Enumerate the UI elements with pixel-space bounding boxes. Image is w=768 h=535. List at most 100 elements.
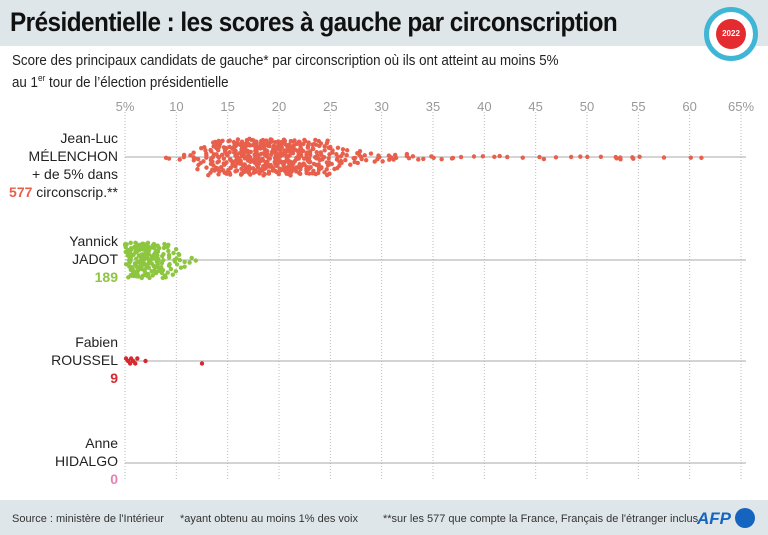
data-point	[322, 144, 327, 149]
data-point	[150, 273, 155, 278]
data-point	[168, 266, 174, 272]
data-point	[363, 158, 369, 163]
data-point	[541, 156, 547, 162]
data-point	[134, 241, 139, 246]
data-point	[326, 156, 331, 161]
data-point	[410, 154, 416, 159]
data-point	[537, 154, 542, 160]
data-point	[289, 169, 294, 175]
subtitle-text: tour de l’élection présidentielle	[45, 74, 229, 91]
label-hidalgo: Anne HIDALGO 0	[55, 434, 118, 488]
data-point	[313, 171, 318, 177]
data-point	[292, 138, 297, 143]
data-point	[227, 144, 232, 150]
candidate-last-name: JADOT	[72, 251, 118, 267]
data-point	[151, 241, 157, 247]
data-point	[380, 159, 385, 164]
candidate-unit: circonscrip.**	[32, 184, 118, 200]
data-point	[421, 156, 426, 162]
data-point	[492, 154, 497, 160]
footnote-1: *ayant obtenu au moins 1% des voix	[180, 513, 358, 525]
data-point	[339, 160, 344, 165]
data-point	[458, 154, 464, 160]
data-point	[301, 156, 307, 161]
data-point	[278, 168, 284, 173]
data-point	[329, 161, 334, 167]
data-point	[248, 159, 253, 165]
data-point	[298, 167, 303, 172]
data-point	[318, 150, 323, 155]
data-point	[161, 245, 167, 251]
data-point	[297, 139, 302, 145]
data-point	[189, 255, 194, 261]
data-point	[165, 270, 170, 275]
candidate-first-name: Jean-Luc	[60, 130, 118, 146]
subtitle-line2: au 1er tour de l’élection présidentielle	[12, 70, 559, 92]
data-point	[439, 156, 444, 162]
data-point	[160, 275, 165, 281]
tick-label: 55	[631, 99, 645, 114]
data-point	[174, 262, 180, 267]
afp-logo-dot	[735, 508, 755, 528]
data-point	[123, 262, 129, 267]
data-point	[231, 139, 237, 145]
subtitle-sup: er	[37, 73, 46, 83]
data-point	[182, 264, 187, 269]
data-point	[311, 141, 317, 147]
data-point	[298, 171, 303, 177]
data-point	[134, 256, 139, 261]
data-point	[271, 143, 277, 148]
data-point	[340, 147, 346, 152]
data-point	[166, 252, 172, 258]
data-point	[269, 137, 274, 142]
data-point	[497, 153, 502, 159]
data-point	[264, 138, 269, 143]
data-point	[196, 162, 201, 168]
data-point	[204, 165, 209, 170]
data-point	[211, 152, 217, 157]
data-point	[127, 259, 133, 264]
data-point	[287, 153, 292, 158]
data-point	[688, 155, 693, 160]
candidate-count: 189	[94, 269, 118, 285]
data-point	[247, 136, 252, 142]
candidate-last-name: HIDALGO	[54, 453, 118, 469]
data-point	[251, 170, 256, 175]
subtitle-line1: Score des principaux candidats de gauche…	[12, 53, 559, 69]
data-point	[520, 155, 525, 160]
data-point	[585, 154, 590, 160]
data-point	[318, 141, 324, 146]
data-point	[256, 161, 262, 167]
data-point	[153, 270, 159, 276]
data-point	[404, 151, 410, 157]
candidate-count-line: 577 circonscrip.**	[9, 183, 118, 201]
data-point	[306, 140, 311, 145]
data-point	[191, 150, 196, 155]
data-point	[351, 155, 356, 161]
data-point	[159, 270, 165, 276]
data-point	[173, 246, 179, 252]
data-point	[193, 258, 199, 263]
election-2022-badge: 2022	[704, 7, 758, 61]
data-point	[449, 156, 455, 161]
data-point	[325, 163, 331, 168]
data-point	[145, 240, 151, 245]
label-jadot: Yannick JADOT 189	[69, 232, 118, 286]
data-point	[134, 274, 139, 279]
data-point	[274, 163, 279, 169]
data-point	[246, 141, 251, 147]
candidate-count: 0	[110, 471, 118, 487]
data-point	[202, 145, 207, 150]
data-point	[170, 272, 176, 277]
data-point	[248, 172, 253, 177]
data-point	[227, 138, 232, 143]
data-point	[233, 164, 238, 169]
data-point	[171, 250, 176, 256]
tick-label: 20	[272, 99, 286, 114]
data-point	[174, 256, 179, 261]
data-point	[324, 172, 330, 178]
data-point	[187, 260, 192, 265]
data-point	[229, 158, 234, 163]
candidate-last-name: MÉLENCHON	[28, 148, 118, 164]
data-point	[314, 162, 319, 168]
